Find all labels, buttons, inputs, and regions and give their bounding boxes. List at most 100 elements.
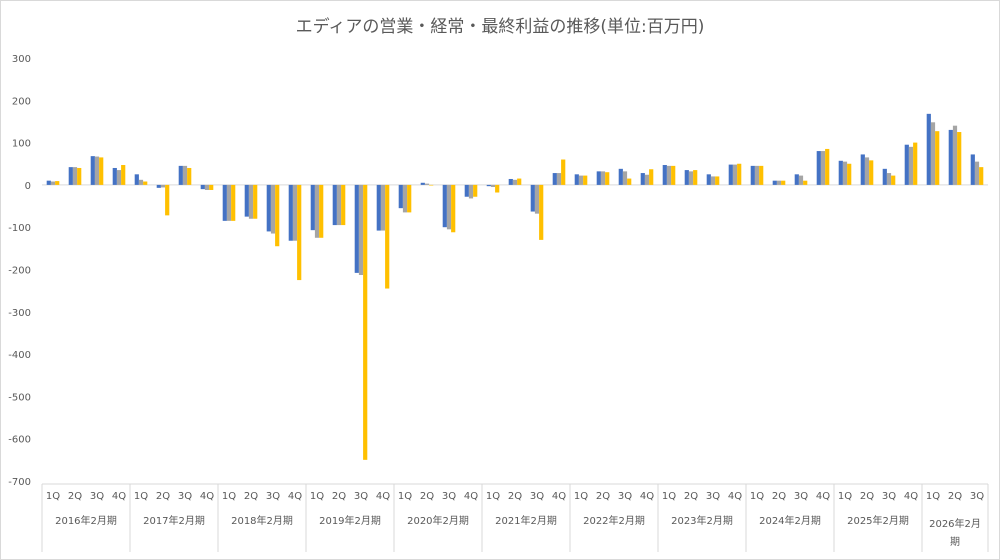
x-tick-label: 1Q	[222, 491, 236, 502]
bar	[354, 184, 359, 273]
bar	[385, 184, 390, 289]
bar	[244, 184, 249, 217]
y-tick-label: -300	[8, 308, 31, 319]
bar	[209, 184, 214, 190]
bar	[820, 151, 826, 185]
bar	[473, 184, 478, 197]
bar	[464, 184, 469, 197]
x-tick-label: 2Q	[420, 491, 434, 502]
bar	[517, 178, 522, 185]
bar	[424, 183, 430, 185]
bar	[539, 184, 544, 240]
bar	[363, 184, 368, 460]
x-tick-label: 2Q	[508, 491, 522, 502]
bar	[270, 184, 276, 234]
bar	[134, 174, 139, 185]
bar	[860, 154, 865, 185]
bar	[666, 165, 672, 185]
bar	[398, 184, 403, 209]
x-tick-label: 2Q	[948, 491, 962, 502]
bar	[952, 125, 958, 185]
x-tick-label: 4Q	[552, 491, 566, 502]
x-group-label: 2017年2月期	[143, 514, 205, 527]
x-tick-label: 3Q	[970, 491, 984, 502]
bar	[94, 156, 100, 185]
x-tick-label: 1Q	[574, 491, 588, 502]
bar	[776, 180, 782, 185]
x-group-label: 2019年2月期	[319, 514, 381, 527]
x-tick-label: 3Q	[794, 491, 808, 502]
bar	[55, 181, 60, 185]
bar	[156, 184, 161, 188]
bar	[847, 163, 852, 185]
bar	[204, 184, 210, 190]
x-group-label: 2016年2月期	[55, 514, 117, 527]
x-tick-label: 4Q	[728, 491, 742, 502]
bar	[600, 171, 606, 185]
x-group-label: 2020年2月期	[407, 514, 469, 527]
bar	[288, 184, 293, 241]
bar	[578, 175, 584, 185]
bar	[869, 160, 874, 185]
bar	[187, 167, 192, 185]
bar	[926, 113, 931, 185]
x-tick-label: 2Q	[332, 491, 346, 502]
bar	[376, 184, 381, 231]
bar	[310, 184, 315, 231]
x-tick-label: 1Q	[398, 491, 412, 502]
bar	[794, 174, 799, 185]
bar	[618, 168, 623, 185]
bar	[640, 173, 645, 185]
x-tick-label: 3Q	[266, 491, 280, 502]
bar	[46, 180, 51, 185]
bar	[402, 184, 408, 213]
bar	[248, 184, 254, 219]
x-tick-label: 1Q	[486, 491, 500, 502]
y-tick-label: 100	[12, 139, 31, 150]
x-tick-label: 2Q	[684, 491, 698, 502]
bar	[838, 160, 843, 185]
x-tick-label: 2Q	[596, 491, 610, 502]
bar	[772, 180, 777, 185]
x-tick-label: 3Q	[90, 491, 104, 502]
x-tick-label: 1Q	[46, 491, 60, 502]
x-tick-label: 1Q	[662, 491, 676, 502]
bar	[182, 165, 188, 185]
x-tick-label: 3Q	[618, 491, 632, 502]
bar	[706, 174, 711, 185]
x-tick-label: 4Q	[816, 491, 830, 502]
y-tick-label: -700	[8, 477, 31, 488]
bar	[77, 167, 82, 185]
bar	[935, 131, 940, 185]
x-tick-label: 4Q	[904, 491, 918, 502]
bar	[336, 184, 342, 226]
x-tick-label: 3Q	[530, 491, 544, 502]
bar	[596, 171, 601, 185]
bar	[534, 184, 540, 214]
bar	[750, 165, 755, 185]
bar	[798, 175, 804, 185]
x-tick-label: 2Q	[860, 491, 874, 502]
bar	[341, 184, 346, 226]
bar	[574, 174, 579, 185]
bar	[490, 184, 496, 188]
bar	[99, 157, 104, 185]
bar	[882, 168, 887, 185]
bar	[561, 159, 566, 185]
bar	[627, 178, 632, 185]
y-tick-label: -200	[8, 266, 31, 277]
bar	[530, 184, 535, 212]
x-tick-label: 4Q	[200, 491, 214, 502]
bar	[737, 163, 742, 185]
bar	[556, 173, 562, 185]
bar	[649, 169, 654, 185]
x-group-label: 2023年2月期	[671, 514, 733, 527]
bar	[583, 175, 588, 185]
bar	[825, 148, 830, 185]
x-group-label: 2021年2月期	[495, 514, 557, 527]
bar	[710, 176, 716, 185]
bar	[904, 144, 909, 185]
bar	[429, 184, 434, 186]
